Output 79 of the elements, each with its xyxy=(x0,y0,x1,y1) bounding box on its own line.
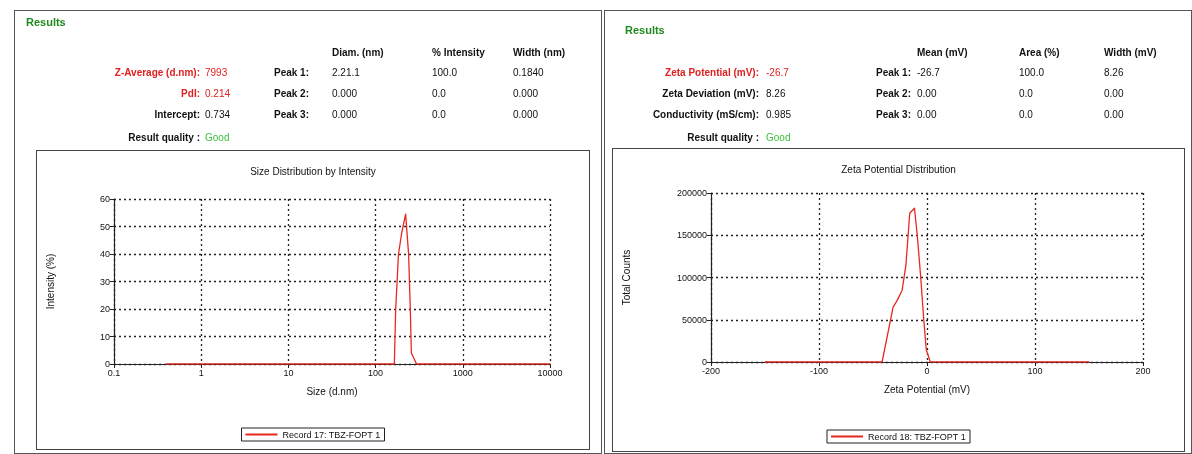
text: Result quality : xyxy=(128,132,200,144)
y-axis-title: Intensity (%) xyxy=(44,253,56,310)
y-tick-label: 20 xyxy=(99,304,110,314)
text: 0.0 xyxy=(432,109,446,121)
text: Peak 2: xyxy=(273,88,309,100)
text: Results xyxy=(26,16,66,28)
line-series xyxy=(764,207,1090,363)
text: Zeta Potential (mV): xyxy=(665,67,759,79)
text: 0.00 xyxy=(917,109,937,121)
y-tick-label: 50 xyxy=(99,221,110,232)
text: Good xyxy=(766,132,791,144)
text: 0.985 xyxy=(766,109,792,121)
text: 0.00 xyxy=(917,88,937,100)
text: 8.26 xyxy=(1104,67,1124,79)
text: 7993 xyxy=(205,67,228,79)
legend-label: Record 17: TBZ-FOPT 1 xyxy=(282,429,381,440)
legend-label: Record 18: TBZ-FOPT 1 xyxy=(867,431,966,442)
text: Peak 2: xyxy=(875,88,911,100)
x-tick-label: 0 xyxy=(924,365,930,376)
x-tick-label: 10000 xyxy=(537,367,563,378)
y-tick-label: 40 xyxy=(99,249,110,259)
text: % Intensity xyxy=(432,47,485,59)
text: Intercept: xyxy=(154,109,200,121)
text: 0.000 xyxy=(513,109,539,121)
text: Width (nm) xyxy=(513,47,566,59)
text: 0.0 xyxy=(1019,109,1033,121)
text: Area (%) xyxy=(1019,47,1060,59)
x-tick-label: 1000 xyxy=(452,367,473,378)
x-tick-label: 10 xyxy=(283,367,294,378)
text: Z-Average (d.nm): xyxy=(114,67,200,79)
text: Peak 1: xyxy=(875,67,911,79)
text: Zeta Deviation (mV): xyxy=(662,88,759,100)
text: 0.000 xyxy=(332,109,358,121)
x-tick-label: 100 xyxy=(1027,365,1043,376)
text: 0.00 xyxy=(1104,88,1124,100)
y-tick-label: 0 xyxy=(701,357,707,367)
text: 0.734 xyxy=(205,109,231,121)
text: Width (mV) xyxy=(1104,47,1157,59)
y-tick-label: 200000 xyxy=(676,188,707,198)
x-tick-label: -100 xyxy=(809,365,829,376)
y-tick-label: 60 xyxy=(99,194,110,204)
x-tick-label: 1 xyxy=(198,367,204,378)
x-tick-label: 200 xyxy=(1135,365,1151,376)
text: 8.26 xyxy=(766,88,786,100)
text: Peak 1: xyxy=(273,67,309,79)
text: 0.0 xyxy=(432,88,446,100)
text: 0.0 xyxy=(1019,88,1033,100)
text: 0.000 xyxy=(332,88,358,100)
x-tick-label: -200 xyxy=(701,365,721,376)
y-tick-label: 100000 xyxy=(676,272,707,283)
x-axis-title: Size (d.nm) xyxy=(306,385,358,397)
text: Conductivity (mS/cm): xyxy=(652,109,759,121)
x-axis-title: Zeta Potential (mV) xyxy=(883,383,971,395)
text: 0.000 xyxy=(513,88,539,100)
x-tick-label: 100 xyxy=(368,367,384,378)
text: Mean (mV) xyxy=(917,47,968,59)
text: 0.00 xyxy=(1104,109,1124,121)
text: Diam. (nm) xyxy=(332,47,384,59)
text: Results xyxy=(625,24,665,36)
text: 0.1840 xyxy=(513,67,544,79)
text: 100.0 xyxy=(432,67,458,79)
y-tick-label: 150000 xyxy=(676,230,707,241)
text: -26.7 xyxy=(917,67,940,79)
text: -26.7 xyxy=(766,67,789,79)
chart-title: Size Distribution by Intensity xyxy=(250,165,376,177)
text: 2.21.1 xyxy=(332,67,360,79)
text: 100.0 xyxy=(1019,67,1045,79)
y-tick-label: 50000 xyxy=(681,314,707,325)
text: Peak 3: xyxy=(875,109,911,121)
text: PdI: xyxy=(181,88,200,100)
y-tick-label: 30 xyxy=(99,276,110,287)
text: Result quality : xyxy=(687,132,759,144)
y-tick-label: 10 xyxy=(99,331,110,342)
chart-title: Zeta Potential Distribution xyxy=(841,163,956,175)
text: 0.214 xyxy=(205,88,231,100)
text: Peak 3: xyxy=(273,109,309,121)
text: Good xyxy=(205,132,230,144)
y-axis-title: Total Counts xyxy=(620,249,632,306)
x-tick-label: 0.1 xyxy=(107,367,121,378)
